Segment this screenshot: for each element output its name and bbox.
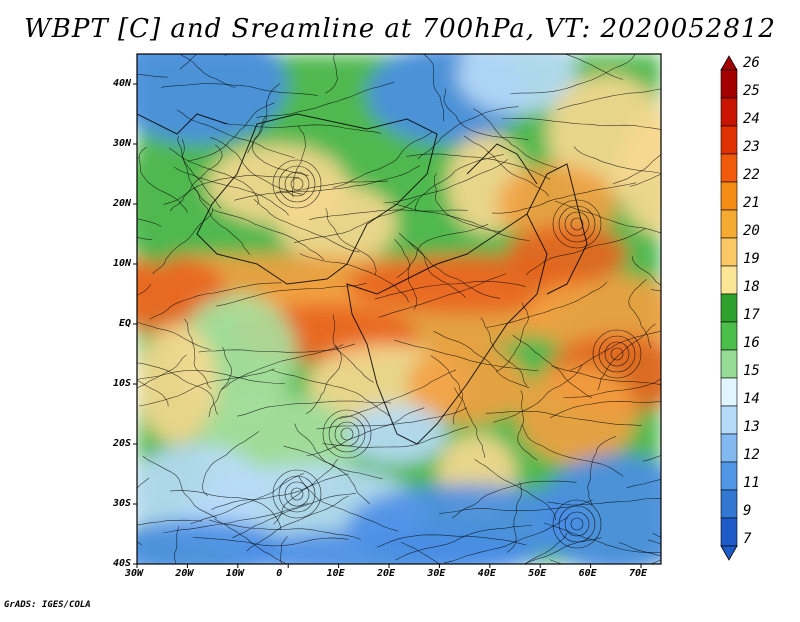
lon-label: 20W [175,568,194,579]
lat-label: EQ [118,318,131,329]
colorbar-label: 14 [743,391,760,407]
lon-label: 0 [276,568,283,579]
chart-title: WBPT [C] and Sreamline at 700hPa, VT: 20… [24,14,776,44]
colorbar-label: 24 [743,111,760,127]
lat-label: 30S [112,498,131,509]
colorbar-label: 7 [743,531,752,547]
lon-label: 40E [477,568,496,579]
lat-label: 20S [112,438,131,449]
colorbar-label: 18 [743,279,760,295]
lat-label: 30N [112,138,131,149]
lon-label: 10W [225,568,244,579]
lon-label: 60E [578,568,597,579]
colorbar-label: 12 [743,447,760,463]
colorbar-label: 15 [743,363,760,379]
lat-label: 10S [112,378,131,389]
lat-label: 20N [112,198,131,209]
lat-label: 40S [112,558,131,569]
colorbar-label: 17 [743,307,760,323]
plot-frame [136,53,662,565]
coastlines-borders [137,113,588,445]
colorbar-label: 20 [743,223,760,239]
credit-text: GrADS: IGES/COLA [4,600,91,610]
colorbar-label: 11 [743,475,760,491]
colorbar-label: 21 [743,195,760,211]
lon-label: 70E [629,568,648,579]
lon-label: 30E [427,568,446,579]
lon-label: 50E [528,568,547,579]
lat-label: 40N [112,78,131,89]
lon-label: 20E [377,568,396,579]
wbpt-field [137,54,661,564]
lon-label: 30W [125,568,144,579]
colorbar [720,55,738,561]
lat-label: 10N [112,258,131,269]
colorbar-label: 19 [743,251,760,267]
axis-ticks [133,83,642,568]
colorbar-label: 9 [743,503,752,519]
lon-label: 10E [326,568,345,579]
colorbar-label: 25 [743,83,760,99]
colorbar-label: 26 [743,55,760,71]
colorbar-label: 13 [743,419,760,435]
colorbar-label: 16 [743,335,760,351]
colorbar-label: 23 [743,139,760,155]
colorbar-label: 22 [743,167,760,183]
